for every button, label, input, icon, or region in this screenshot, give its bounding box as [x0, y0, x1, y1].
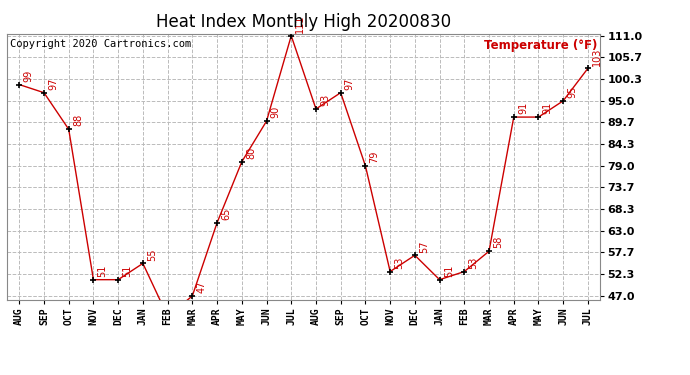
Text: 95: 95 — [567, 86, 578, 98]
Text: 93: 93 — [320, 94, 330, 106]
Text: 79: 79 — [370, 151, 380, 163]
Title: Heat Index Monthly High 20200830: Heat Index Monthly High 20200830 — [156, 13, 451, 31]
Text: 88: 88 — [73, 114, 83, 126]
Text: 55: 55 — [147, 248, 157, 261]
Text: 51: 51 — [97, 264, 108, 277]
Text: Copyright 2020 Cartronics.com: Copyright 2020 Cartronics.com — [10, 39, 191, 49]
Text: 53: 53 — [394, 256, 404, 269]
Text: 51: 51 — [444, 264, 454, 277]
Text: 91: 91 — [542, 102, 553, 114]
Text: 97: 97 — [48, 78, 58, 90]
Text: Temperature (°F): Temperature (°F) — [484, 39, 598, 52]
Text: 99: 99 — [23, 69, 33, 82]
Text: 97: 97 — [345, 78, 355, 90]
Text: 90: 90 — [270, 106, 281, 118]
Text: 65: 65 — [221, 208, 231, 220]
Text: 51: 51 — [122, 264, 132, 277]
Text: 58: 58 — [493, 236, 503, 249]
Text: 42: 42 — [0, 374, 1, 375]
Text: 111: 111 — [295, 15, 306, 33]
Text: 57: 57 — [419, 240, 429, 252]
Text: 103: 103 — [592, 47, 602, 66]
Text: 80: 80 — [246, 147, 256, 159]
Text: 47: 47 — [197, 281, 206, 293]
Text: 91: 91 — [518, 102, 528, 114]
Text: 53: 53 — [469, 256, 478, 269]
